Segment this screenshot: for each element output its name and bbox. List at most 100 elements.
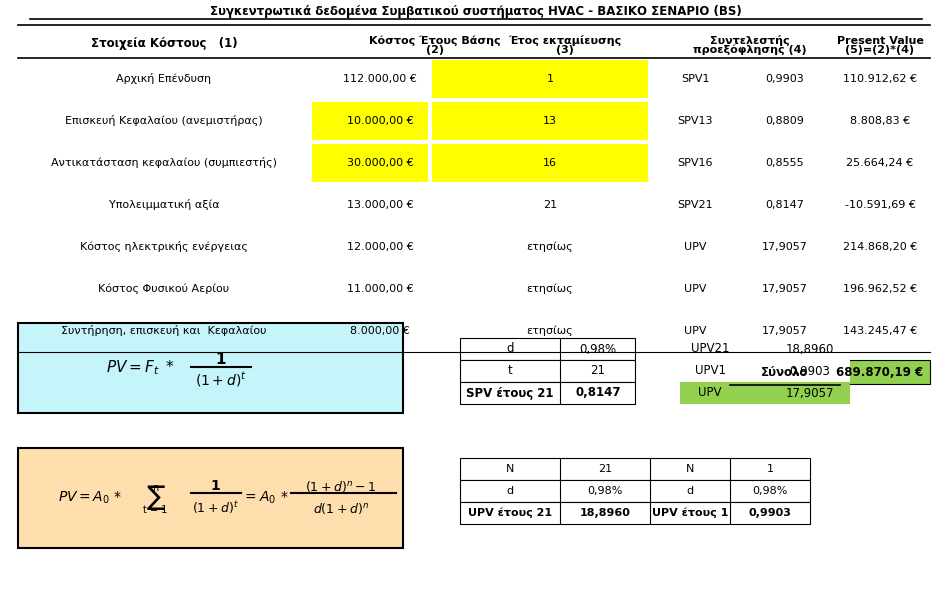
Text: 214.868,20 €: 214.868,20 € [843, 242, 917, 252]
Bar [432, 102, 648, 140]
Text: $(1 + d)^t$: $(1 + d)^t$ [194, 371, 247, 389]
Text: Στοιχεία Κόστους   (1): Στοιχεία Κόστους (1) [90, 36, 237, 49]
Text: 1: 1 [210, 479, 220, 493]
Bar [460, 480, 810, 502]
Text: (2): (2) [426, 45, 444, 55]
Text: d: d [506, 342, 514, 356]
Text: Υπολειμματική αξία: Υπολειμματική αξία [109, 199, 219, 210]
Text: $PV = F_t\ *$: $PV = F_t\ *$ [106, 359, 175, 378]
Bar [825, 360, 930, 384]
Text: (5)=(2)*(4): (5)=(2)*(4) [845, 45, 915, 55]
Text: 13.000,00 €: 13.000,00 € [347, 200, 413, 210]
Text: Κόστος Έτους Βάσης: Κόστος Έτους Βάσης [369, 36, 501, 46]
Text: 21: 21 [590, 365, 605, 378]
FancyBboxPatch shape [18, 323, 403, 413]
Text: 0,9903: 0,9903 [765, 74, 804, 84]
Text: 18,8960: 18,8960 [580, 508, 630, 518]
Bar [460, 382, 635, 404]
Text: 1: 1 [546, 74, 553, 84]
Text: 30.000,00 €: 30.000,00 € [347, 158, 413, 168]
Text: ετησίως: ετησίως [526, 326, 573, 336]
Text: 143.245,47 €: 143.245,47 € [843, 326, 917, 336]
Text: UPV1: UPV1 [695, 365, 725, 378]
Text: UPV έτους 21: UPV έτους 21 [468, 508, 552, 518]
Text: 18,8960: 18,8960 [785, 342, 834, 356]
Text: 196.962,52 €: 196.962,52 € [843, 284, 917, 294]
Text: UPV έτους 1: UPV έτους 1 [652, 508, 728, 518]
Text: Αρχική Επένδυση: Αρχική Επένδυση [116, 74, 211, 85]
Text: $(1+d)^t$: $(1+d)^t$ [192, 500, 239, 516]
Bar [680, 338, 850, 360]
Text: 0,8147: 0,8147 [575, 387, 621, 399]
Text: 1: 1 [215, 353, 226, 367]
Text: $PV = A_0\, *$: $PV = A_0\, *$ [58, 490, 123, 506]
Text: 17,9057: 17,9057 [785, 387, 834, 399]
Text: $(1+d)^n - 1$: $(1+d)^n - 1$ [305, 478, 376, 494]
Text: 0,8147: 0,8147 [765, 200, 804, 210]
Bar [432, 60, 648, 98]
Text: 17,9057: 17,9057 [762, 284, 808, 294]
Text: N: N [506, 464, 514, 474]
Text: 21: 21 [598, 464, 612, 474]
Text: 0,98%: 0,98% [587, 486, 623, 496]
Text: SPV έτους 21: SPV έτους 21 [466, 387, 554, 399]
Text: 110.912,62 €: 110.912,62 € [843, 74, 917, 84]
Text: UPV: UPV [684, 326, 706, 336]
Text: 11.000,00 €: 11.000,00 € [347, 284, 413, 294]
Text: Επισκευή Κεφαλαίου (ανεμιστήρας): Επισκευή Κεφαλαίου (ανεμιστήρας) [65, 116, 263, 126]
Text: 12.000,00 €: 12.000,00 € [347, 242, 413, 252]
Text: Σύνολο: Σύνολο [762, 365, 808, 379]
Text: t: t [507, 365, 512, 378]
Text: 1: 1 [766, 464, 773, 474]
Text: Συντήρηση, επισκευή και  Κεφαλαίου: Συντήρηση, επισκευή και Κεφαλαίου [61, 325, 267, 336]
Bar [312, 102, 428, 140]
Text: 16: 16 [543, 158, 557, 168]
Text: 10.000,00 €: 10.000,00 € [347, 116, 413, 126]
Text: 8.000,00 €: 8.000,00 € [350, 326, 410, 336]
FancyBboxPatch shape [18, 448, 403, 548]
Text: 21: 21 [543, 200, 557, 210]
Text: Αντικατάσταση κεφαλαίου (συμπιεστής): Αντικατάσταση κεφαλαίου (συμπιεστής) [51, 157, 277, 168]
Text: SPV16: SPV16 [677, 158, 713, 168]
Text: d: d [686, 486, 694, 496]
Text: 13: 13 [543, 116, 557, 126]
Text: Κόστος ηλεκτρικής ενέργειας: Κόστος ηλεκτρικής ενέργειας [80, 241, 248, 252]
Text: 0,98%: 0,98% [580, 342, 617, 356]
Text: 689.870,19 €: 689.870,19 € [837, 365, 923, 379]
Text: -10.591,69 €: -10.591,69 € [844, 200, 916, 210]
Text: d: d [506, 486, 513, 496]
Text: Present Value: Present Value [837, 36, 923, 46]
Bar [460, 502, 810, 524]
Text: UPV21: UPV21 [691, 342, 729, 356]
Text: N: N [685, 464, 694, 474]
Bar [460, 338, 635, 360]
Text: 0,9903: 0,9903 [748, 508, 791, 518]
Bar [460, 360, 635, 382]
Text: $= A_0\,*$: $= A_0\,*$ [242, 490, 288, 506]
Text: Συντελεστής: Συντελεστής [710, 35, 790, 46]
Text: Έτος εκταμίευσης: Έτος εκταμίευσης [508, 35, 622, 46]
Text: $\sum$: $\sum$ [146, 483, 166, 513]
Bar [460, 458, 810, 480]
Text: 0,98%: 0,98% [752, 486, 787, 496]
Text: ετησίως: ετησίως [526, 242, 573, 252]
Text: 0,8555: 0,8555 [765, 158, 804, 168]
Text: 25.664,24 €: 25.664,24 € [846, 158, 914, 168]
Text: UPV: UPV [698, 387, 722, 399]
Text: προεξόφλησης (4): προεξόφλησης (4) [693, 45, 806, 55]
Text: 17,9057: 17,9057 [762, 242, 808, 252]
Bar [680, 382, 850, 404]
Text: UPV: UPV [684, 242, 706, 252]
Text: 17,9057: 17,9057 [762, 326, 808, 336]
Text: 8.808,83 €: 8.808,83 € [850, 116, 910, 126]
Bar [680, 360, 850, 382]
Text: (3): (3) [556, 45, 574, 55]
Bar [432, 144, 648, 182]
Text: t = 1: t = 1 [144, 505, 168, 515]
Text: n: n [152, 483, 159, 493]
Text: SPV21: SPV21 [677, 200, 713, 210]
Text: 0,8809: 0,8809 [765, 116, 804, 126]
Text: SPV1: SPV1 [681, 74, 709, 84]
Text: Συγκεντρωτικά δεδομένα Συμβατικού συστήματος HVAC - ΒΑΣΙΚΟ ΣΕΝΑΡΙΟ (BS): Συγκεντρωτικά δεδομένα Συμβατικού συστήμ… [210, 5, 742, 18]
Text: 112.000,00 €: 112.000,00 € [343, 74, 417, 84]
